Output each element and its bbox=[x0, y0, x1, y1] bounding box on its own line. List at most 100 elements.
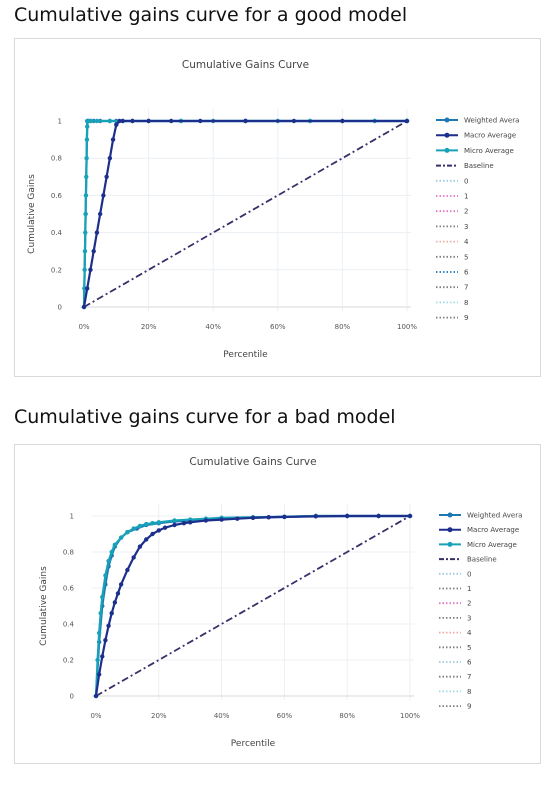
data-point-macro bbox=[188, 520, 193, 525]
legend-label: Weighted Avera bbox=[467, 512, 522, 520]
data-point-micro bbox=[83, 193, 89, 198]
data-point-macro bbox=[340, 118, 345, 124]
data-point-macro bbox=[282, 514, 287, 520]
legend-item: 7 bbox=[439, 673, 471, 681]
legend-label: 3 bbox=[467, 614, 471, 622]
series-macro bbox=[81, 118, 410, 310]
data-point-micro bbox=[88, 118, 93, 124]
legend-item: Macro Average bbox=[439, 526, 519, 534]
x-tick-label: 60% bbox=[270, 323, 286, 331]
series-line-baseline bbox=[83, 120, 408, 308]
data-point-macro bbox=[137, 544, 143, 549]
legend-item: Micro Average bbox=[436, 147, 514, 155]
data-point-macro bbox=[235, 516, 240, 521]
data-point-macro bbox=[219, 517, 224, 522]
data-point-macro bbox=[91, 249, 96, 254]
data-point-micro bbox=[83, 230, 88, 235]
data-point-micro bbox=[112, 542, 118, 547]
data-point-macro bbox=[150, 531, 155, 537]
data-point-micro bbox=[100, 594, 105, 600]
data-point-micro bbox=[82, 249, 88, 254]
data-point-macro bbox=[376, 513, 381, 519]
legend-marker bbox=[444, 147, 450, 153]
legend-label: 4 bbox=[464, 238, 469, 246]
legend-item: Baseline bbox=[436, 162, 494, 170]
x-tick-label: 80% bbox=[339, 712, 355, 720]
data-point-macro bbox=[243, 118, 248, 124]
legend-label: Baseline bbox=[464, 162, 494, 170]
x-axis-title: Percentile bbox=[231, 739, 276, 749]
legend-item: 0 bbox=[436, 177, 468, 185]
legend-marker bbox=[447, 512, 453, 518]
data-point-micro bbox=[107, 118, 113, 124]
data-point-macro bbox=[106, 623, 111, 628]
legend-label: 9 bbox=[467, 703, 471, 711]
bad-model-heading: Cumulative gains curve for a bad model bbox=[14, 406, 396, 428]
data-point-macro bbox=[266, 515, 271, 520]
data-point-macro bbox=[118, 582, 124, 587]
legend-label: 6 bbox=[467, 659, 472, 667]
data-point-macro bbox=[404, 118, 410, 124]
data-point-micro bbox=[106, 558, 111, 564]
legend-marker bbox=[444, 117, 450, 123]
data-point-micro bbox=[82, 267, 87, 272]
data-point-micro bbox=[85, 124, 90, 129]
legend-item: 7 bbox=[436, 284, 468, 292]
legend-label: 0 bbox=[464, 177, 468, 185]
data-point-micro bbox=[125, 530, 130, 535]
legend-item: 3 bbox=[439, 614, 471, 622]
y-tick-label: 0 bbox=[70, 693, 74, 701]
data-point-micro bbox=[118, 535, 124, 540]
data-point-micro bbox=[131, 526, 136, 531]
data-point-macro bbox=[131, 555, 136, 560]
series-line-baseline bbox=[95, 515, 411, 697]
legend-item: 2 bbox=[436, 208, 468, 216]
data-point-macro bbox=[156, 528, 161, 533]
legend-label: 1 bbox=[467, 585, 471, 593]
data-point-micro bbox=[109, 549, 114, 555]
data-point-macro bbox=[144, 537, 149, 542]
legend-label: 8 bbox=[464, 299, 468, 307]
legend: Weighted Avera Macro Average Micro Average… bbox=[436, 117, 519, 322]
data-point-macro bbox=[107, 156, 113, 161]
legend-label: Micro Average bbox=[464, 147, 514, 155]
legend-item: 9 bbox=[439, 703, 471, 711]
data-point-macro bbox=[172, 522, 177, 528]
legend-item: 1 bbox=[436, 193, 468, 201]
series-baseline bbox=[95, 515, 411, 697]
legend-item: 5 bbox=[439, 644, 471, 652]
legend-item: 1 bbox=[439, 585, 471, 593]
data-point-macro bbox=[146, 118, 151, 124]
data-point-micro bbox=[83, 211, 88, 217]
data-point-macro bbox=[96, 672, 102, 677]
legend-item: Baseline bbox=[439, 556, 497, 564]
data-point-micro bbox=[150, 521, 155, 526]
data-point-macro bbox=[85, 286, 90, 291]
y-tick-label: 0.4 bbox=[63, 621, 75, 629]
legend-item: Weighted Avera bbox=[439, 512, 522, 520]
data-point-macro bbox=[81, 304, 87, 310]
legend-label: Weighted Avera bbox=[464, 117, 519, 125]
data-point-macro bbox=[407, 513, 413, 519]
legend-label: 3 bbox=[464, 223, 468, 231]
data-point-micro bbox=[137, 523, 143, 529]
x-tick-label: 20% bbox=[141, 323, 157, 331]
x-tick-label: 40% bbox=[205, 323, 221, 331]
data-point-macro bbox=[103, 638, 108, 643]
legend-item: 3 bbox=[436, 223, 468, 231]
x-tick-label: 20% bbox=[151, 712, 167, 720]
data-point-macro bbox=[94, 230, 100, 235]
data-point-macro bbox=[198, 118, 203, 124]
data-point-macro bbox=[291, 118, 297, 124]
data-point-macro bbox=[114, 122, 119, 127]
legend-label: 4 bbox=[467, 629, 472, 637]
data-point-micro bbox=[144, 521, 149, 527]
data-point-macro bbox=[115, 591, 121, 596]
data-point-macro bbox=[181, 521, 187, 526]
data-point-macro bbox=[100, 654, 105, 659]
bad-model-chart: Cumulative Gains Curve 0% 20% 40% 60% 80% 100%… bbox=[39, 456, 522, 749]
x-tick-label: 80% bbox=[335, 323, 351, 331]
legend-label: 9 bbox=[464, 314, 468, 322]
data-point-micro bbox=[94, 118, 100, 124]
y-tick-label: 0.4 bbox=[51, 229, 63, 237]
